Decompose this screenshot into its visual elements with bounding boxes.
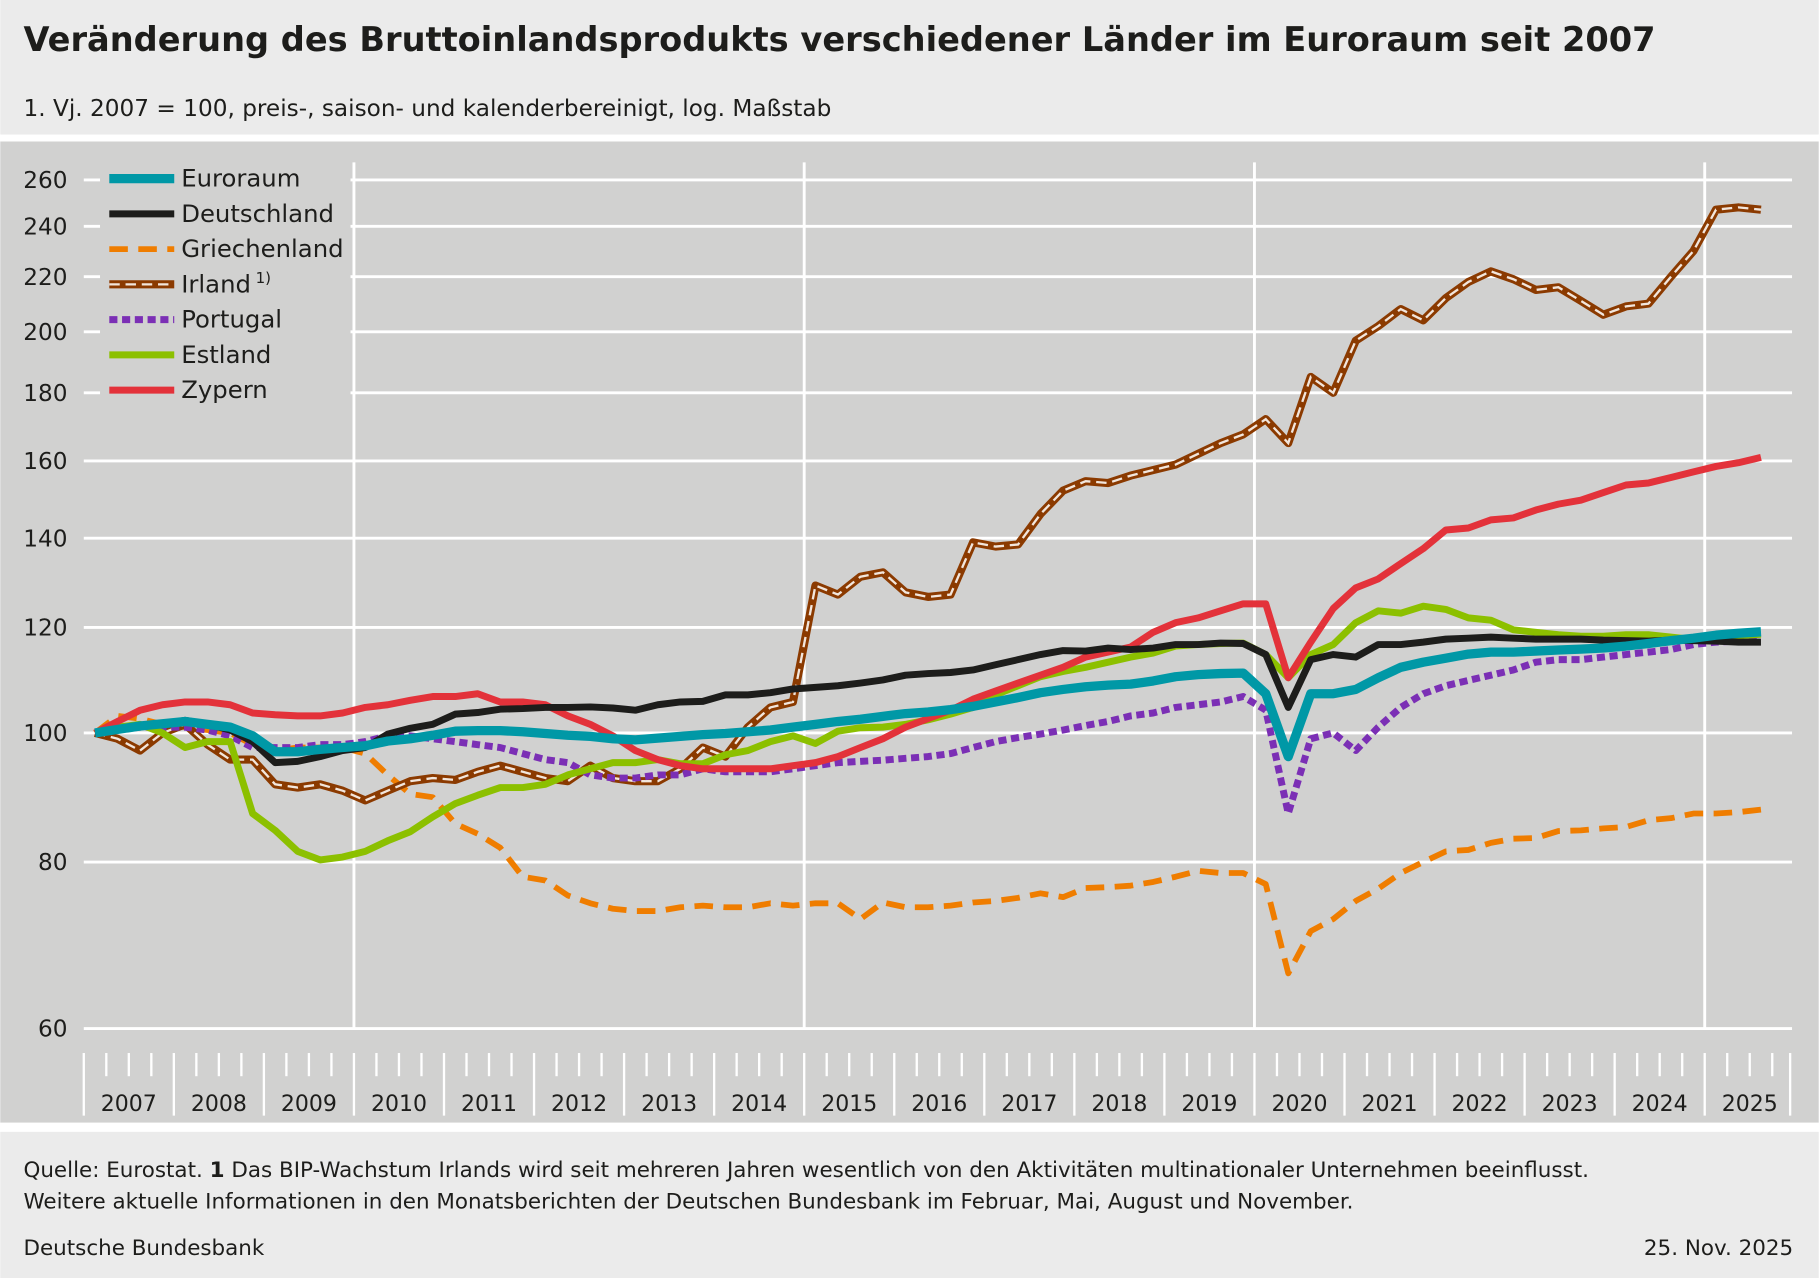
legend-item-estland: Estland xyxy=(109,340,271,369)
x-tick-label: 2017 xyxy=(1001,1092,1057,1117)
legend-item-zypern: Zypern xyxy=(109,375,268,404)
header-background xyxy=(0,0,1819,135)
x-tick-label: 2021 xyxy=(1362,1092,1418,1117)
legend-label: Portugal xyxy=(181,305,282,334)
y-tick-label: 140 xyxy=(23,525,67,552)
legend-item-deutschland: Deutschland xyxy=(109,199,334,228)
y-tick-label: 180 xyxy=(23,380,67,407)
source-label: Quelle: Eurostat. xyxy=(23,1158,202,1183)
x-tick-label: 2019 xyxy=(1181,1092,1237,1117)
series-zypern xyxy=(93,454,1762,773)
y-tick-label: 100 xyxy=(23,720,67,747)
legend-label-text: Euroraum xyxy=(181,164,300,193)
legend-label: Deutschland xyxy=(181,199,334,228)
x-tick-label: 2022 xyxy=(1452,1092,1508,1117)
x-tick-label: 2010 xyxy=(371,1092,427,1117)
series-griechenland xyxy=(93,712,1762,977)
legend-label: Euroraum xyxy=(181,164,300,193)
legend-label: Estland xyxy=(181,340,271,369)
legend-label: Zypern xyxy=(181,375,268,404)
x-tick-label: 2009 xyxy=(281,1092,337,1117)
legend-label-text: Griechenland xyxy=(181,234,343,263)
publication-date: 25. Nov. 2025 xyxy=(1644,1236,1793,1261)
legend-label: Irland 1) xyxy=(181,269,271,298)
legend-label-text: Zypern xyxy=(181,375,268,404)
legend-label-text: Estland xyxy=(181,340,271,369)
y-tick-label: 260 xyxy=(23,167,67,194)
legend-item-euroraum: Euroraum xyxy=(109,164,300,193)
x-tick-label: 2011 xyxy=(461,1092,517,1117)
legend-footnote-marker: 1) xyxy=(256,269,271,287)
euroraum-line xyxy=(94,627,1762,762)
series-lines xyxy=(93,203,1762,977)
y-tick-label: 200 xyxy=(23,319,67,346)
legend-item-griechenland: Griechenland xyxy=(109,234,344,263)
y-tick-label: 80 xyxy=(38,849,68,876)
x-tick-label: 2007 xyxy=(101,1092,157,1117)
x-tick-label: 2016 xyxy=(911,1092,967,1117)
y-tick-label: 220 xyxy=(23,264,67,291)
x-tick-label: 2025 xyxy=(1722,1092,1778,1117)
legend-label-text: Deutschland xyxy=(181,199,334,228)
x-tick-label: 2018 xyxy=(1091,1092,1147,1117)
footnote: Quelle: Eurostat. 1 Das BIP-Wachstum Irl… xyxy=(23,1158,1588,1183)
info-text: Weitere aktuelle Informationen in den Mo… xyxy=(23,1189,1353,1214)
x-tick-label: 2020 xyxy=(1271,1092,1327,1117)
chart-title: Veränderung des Bruttoinlandsprodukts ve… xyxy=(23,20,1655,59)
legend-label: Griechenland xyxy=(181,234,343,263)
x-tick-label: 2013 xyxy=(641,1092,697,1117)
y-tick-label: 240 xyxy=(23,213,67,240)
x-tick-label: 2014 xyxy=(731,1092,787,1117)
x-axis: 2007 2008 2009 2010 2011 2012 2013 2014 2015 2016… xyxy=(82,1053,1792,1117)
legend-label-text: Portugal xyxy=(181,305,282,334)
y-tick-label: 160 xyxy=(23,448,67,475)
chart-subtitle: 1. Vj. 2007 = 100, preis-, saison- und k… xyxy=(23,95,831,122)
footer-background xyxy=(0,1131,1819,1278)
x-tick-label: 2023 xyxy=(1542,1092,1598,1117)
series-irland xyxy=(94,203,1762,805)
irland-line-inner xyxy=(94,206,1762,802)
series-euroraum xyxy=(94,627,1762,762)
legend-item-irland: Irland 1) xyxy=(109,269,271,298)
legend-item-portugal: Portugal xyxy=(109,305,282,334)
zypern-line xyxy=(93,454,1762,773)
legend: Euroraum Deutschland Griechenland Irland 1) P… xyxy=(100,160,351,409)
x-tick-label: 2008 xyxy=(191,1092,247,1117)
publisher: Deutsche Bundesbank xyxy=(23,1236,264,1261)
footnote-text: Das BIP-Wachstum Irlands wird seit mehre… xyxy=(231,1158,1589,1183)
x-tick-label: 2012 xyxy=(551,1092,607,1117)
y-axis: 60 80 100 120 140 160 180 200 220 240 260 xyxy=(23,167,67,1043)
x-tick-label: 2024 xyxy=(1632,1092,1688,1117)
y-tick-label: 60 xyxy=(38,1016,68,1043)
griechenland-line xyxy=(93,712,1762,977)
y-tick-label: 120 xyxy=(23,615,67,642)
legend-label-text: Irland xyxy=(181,269,251,298)
x-tick-label: 2015 xyxy=(821,1092,877,1117)
footnote-number: 1 xyxy=(210,1158,225,1183)
